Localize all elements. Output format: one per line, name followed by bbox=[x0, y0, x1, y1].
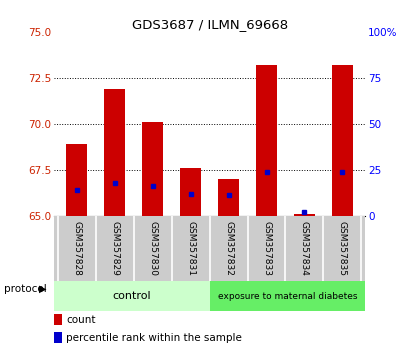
Text: GSM357834: GSM357834 bbox=[300, 221, 309, 276]
Text: exposure to maternal diabetes: exposure to maternal diabetes bbox=[217, 292, 357, 301]
Bar bbox=[332, 65, 353, 216]
Text: percentile rank within the sample: percentile rank within the sample bbox=[66, 333, 242, 343]
Text: GSM357835: GSM357835 bbox=[338, 221, 347, 276]
Bar bbox=[142, 122, 163, 216]
Text: GSM357829: GSM357829 bbox=[110, 221, 119, 276]
Text: GSM357833: GSM357833 bbox=[262, 221, 271, 276]
Bar bbox=[210, 281, 365, 311]
Bar bbox=[256, 65, 277, 216]
Text: GSM357831: GSM357831 bbox=[186, 221, 195, 276]
Bar bbox=[66, 144, 87, 216]
Bar bbox=[180, 168, 201, 216]
Text: protocol: protocol bbox=[4, 284, 47, 293]
Text: GSM357832: GSM357832 bbox=[224, 221, 233, 276]
Text: ▶: ▶ bbox=[39, 284, 47, 293]
Text: count: count bbox=[66, 315, 96, 325]
Bar bbox=[218, 179, 239, 216]
Bar bbox=[54, 332, 62, 343]
Bar bbox=[294, 214, 315, 216]
Bar bbox=[54, 314, 62, 325]
Text: GSM357830: GSM357830 bbox=[148, 221, 157, 276]
Bar bbox=[54, 281, 210, 311]
Text: control: control bbox=[112, 291, 151, 301]
Bar bbox=[104, 89, 125, 216]
Text: GSM357828: GSM357828 bbox=[72, 221, 81, 276]
Title: GDS3687 / ILMN_69668: GDS3687 / ILMN_69668 bbox=[132, 18, 288, 31]
